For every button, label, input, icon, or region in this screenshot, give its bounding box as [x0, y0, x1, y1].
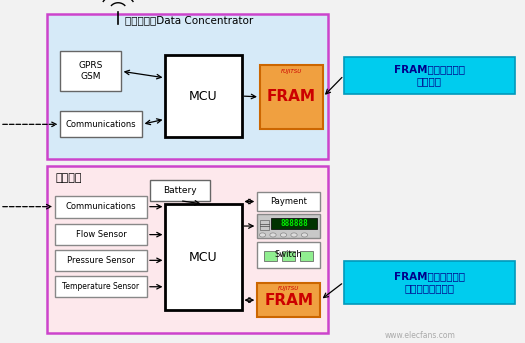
Text: FUJITSU: FUJITSU: [278, 286, 299, 292]
Bar: [257, 192, 320, 211]
Bar: [55, 250, 147, 271]
Text: MCU: MCU: [189, 251, 218, 264]
Bar: [257, 214, 320, 238]
Bar: [165, 55, 242, 137]
Text: Switch: Switch: [275, 250, 302, 259]
Text: Flow Sensor: Flow Sensor: [76, 230, 127, 239]
Text: Temperature Sensor: Temperature Sensor: [62, 282, 140, 291]
Text: 计量系统: 计量系统: [55, 173, 81, 183]
Text: 888888: 888888: [280, 219, 308, 228]
Text: Pressure Sensor: Pressure Sensor: [67, 256, 135, 265]
Text: FRAM实时存储水或
气的流量日志数据: FRAM实时存储水或 气的流量日志数据: [394, 271, 465, 293]
Bar: [260, 220, 269, 230]
Text: FRAM: FRAM: [264, 293, 313, 308]
Bar: [165, 204, 242, 310]
Bar: [271, 218, 317, 229]
Bar: [55, 224, 147, 245]
Bar: [60, 51, 121, 91]
Circle shape: [280, 233, 287, 237]
Bar: [257, 283, 320, 317]
Bar: [257, 242, 320, 268]
Bar: [260, 65, 323, 129]
Text: Payment: Payment: [270, 197, 307, 206]
Bar: [47, 14, 328, 159]
Text: Communications: Communications: [66, 120, 136, 129]
Circle shape: [301, 233, 308, 237]
Bar: [344, 57, 514, 94]
Text: www.elecfans.com: www.elecfans.com: [384, 331, 456, 340]
Text: FRAM: FRAM: [267, 90, 316, 104]
Bar: [47, 166, 328, 333]
Bar: [55, 196, 147, 218]
Text: FRAM实时存储通信
日志数据: FRAM实时存储通信 日志数据: [394, 65, 465, 86]
Bar: [264, 251, 277, 261]
Text: Battery: Battery: [163, 186, 197, 195]
Text: GPRS
GSM: GPRS GSM: [78, 61, 103, 81]
Bar: [60, 111, 142, 137]
Circle shape: [259, 233, 266, 237]
Text: MCU: MCU: [189, 90, 218, 103]
Circle shape: [270, 233, 276, 237]
Circle shape: [291, 233, 297, 237]
Bar: [150, 180, 210, 201]
Bar: [55, 276, 147, 297]
Text: FUJITSU: FUJITSU: [281, 69, 302, 74]
Text: 抄表系统：Data Concentrator: 抄表系统：Data Concentrator: [125, 15, 253, 25]
Bar: [344, 261, 514, 304]
Bar: [300, 251, 313, 261]
Text: Communications: Communications: [66, 202, 136, 211]
Bar: [282, 251, 295, 261]
